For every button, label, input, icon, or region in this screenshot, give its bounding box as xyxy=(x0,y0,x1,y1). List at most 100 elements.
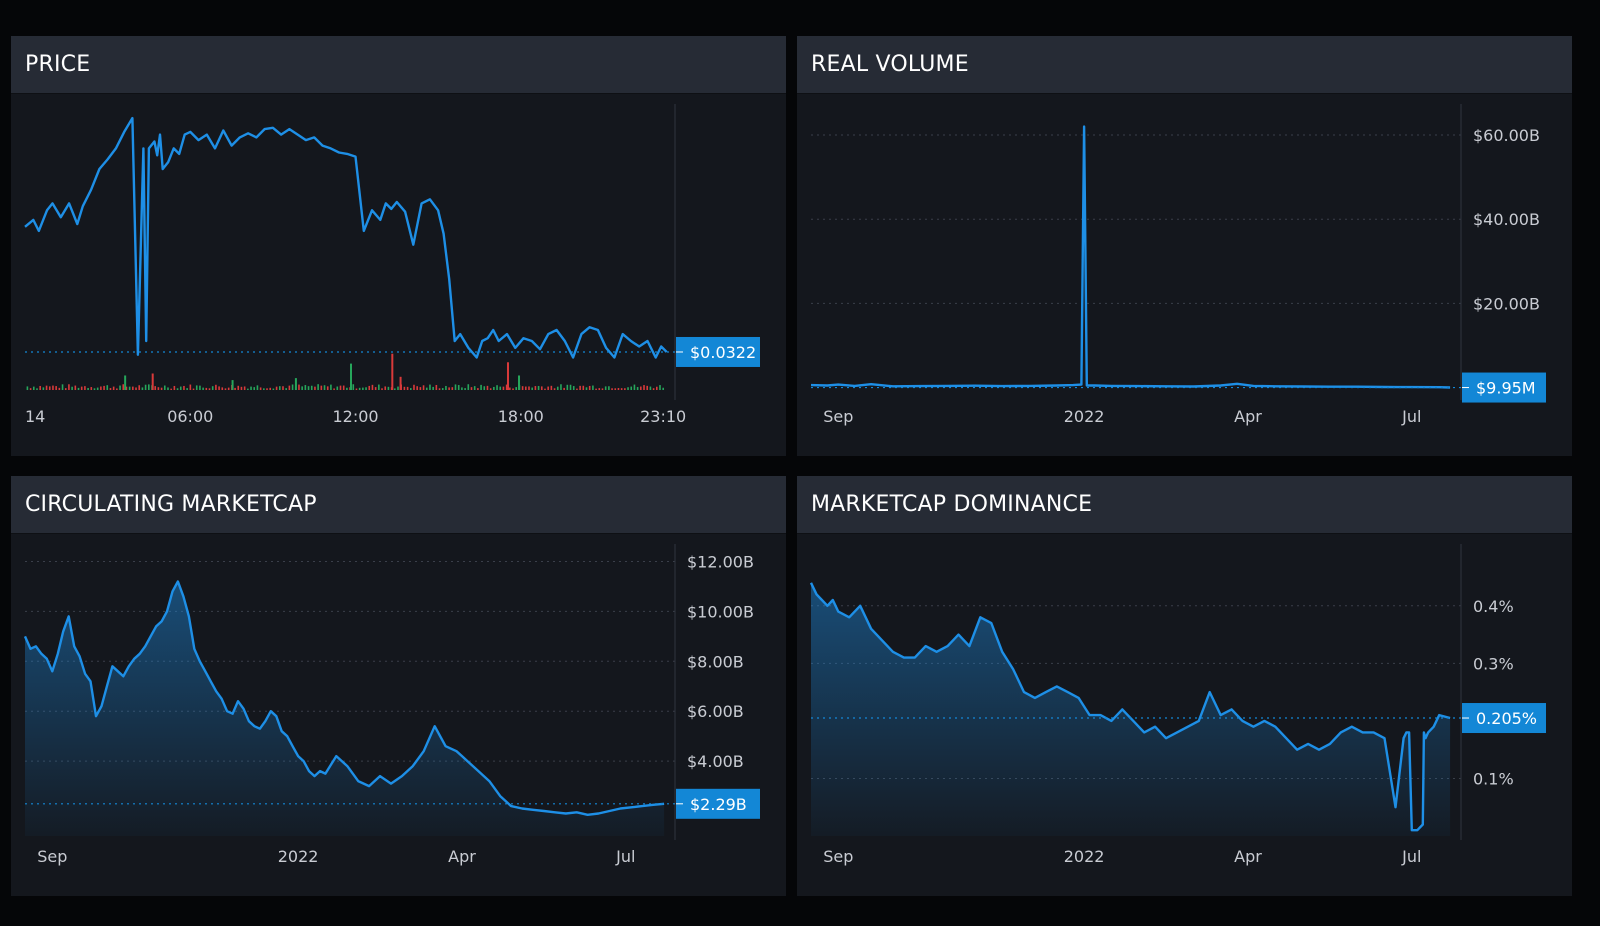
real-volume-panel: REAL VOLUME $60.00B $40.00B $20.00B $9.95M S… xyxy=(797,36,1572,456)
volume-bar xyxy=(119,385,121,390)
volume-bar xyxy=(409,388,412,390)
volume-bar xyxy=(275,386,278,390)
volume-bar xyxy=(333,388,335,390)
volume-bar xyxy=(285,388,287,390)
volume-bar xyxy=(167,387,169,390)
volume-bar xyxy=(55,386,57,390)
volume-bar xyxy=(192,388,195,390)
volume-bar xyxy=(29,388,32,390)
volume-bar xyxy=(534,386,537,390)
volume-bar xyxy=(544,388,546,390)
series-line xyxy=(810,125,1451,389)
volume-bar xyxy=(227,387,230,390)
volume-bar xyxy=(301,386,303,390)
volume-spike xyxy=(151,373,154,390)
volume-bar xyxy=(553,388,556,390)
circulating-marketcap-chart[interactable]: $12.00B $10.00B $8.00B $6.00B $4.00B $2.29B Se… xyxy=(11,534,786,896)
y-tick-label: 0.1% xyxy=(1473,769,1514,788)
volume-bar xyxy=(378,384,380,390)
volume-bar xyxy=(659,385,661,390)
volume-bar xyxy=(84,386,86,390)
x-tick-label: 23:10 xyxy=(640,407,686,426)
volume-bar xyxy=(640,386,642,390)
volume-bar xyxy=(646,385,649,390)
volume-bar xyxy=(186,388,188,390)
volume-bar xyxy=(464,388,466,390)
y-tick-label: $60.00B xyxy=(1473,126,1540,145)
x-tick-label: 12:00 xyxy=(332,407,378,426)
volume-bar xyxy=(32,386,35,390)
volume-bar xyxy=(45,385,48,390)
volume-bar xyxy=(556,386,559,390)
y-tick-label: 0.4% xyxy=(1473,597,1514,616)
volume-bar xyxy=(259,387,262,390)
volume-spike xyxy=(518,375,521,390)
volume-bar xyxy=(496,385,498,390)
volume-bar xyxy=(425,387,428,390)
volume-bar xyxy=(547,386,549,390)
volume-bar xyxy=(176,388,179,390)
circulating-marketcap-panel: CIRCULATING MARKETCAP $12.00B $10.00B $8.0… xyxy=(11,476,786,896)
volume-bar xyxy=(116,388,118,390)
x-tick-label: Apr xyxy=(1234,847,1262,866)
volume-bar xyxy=(250,386,252,390)
volume-bar xyxy=(288,385,291,390)
volume-bar xyxy=(189,384,192,390)
volume-bar xyxy=(26,386,29,390)
volume-bar xyxy=(138,385,141,390)
volume-bar xyxy=(413,384,415,390)
volume-bar xyxy=(429,384,431,390)
y-tick-label: $10.00B xyxy=(687,602,754,621)
volume-bar xyxy=(355,388,358,390)
volume-bar xyxy=(604,386,607,390)
volume-bar xyxy=(157,387,160,390)
volume-bar xyxy=(608,386,610,390)
volume-bar xyxy=(620,388,623,390)
volume-bar xyxy=(611,388,613,390)
volume-bar xyxy=(550,385,553,390)
volume-bar xyxy=(374,387,377,390)
x-tick-label: Jul xyxy=(1401,407,1421,426)
volume-bar xyxy=(237,385,240,390)
volume-bar xyxy=(243,386,246,390)
volume-bar xyxy=(291,384,294,390)
volume-bar xyxy=(183,385,185,390)
volume-bar xyxy=(406,386,409,390)
volume-bar xyxy=(314,386,316,390)
volume-bar xyxy=(598,388,601,390)
volume-bar xyxy=(42,387,45,390)
volume-bar xyxy=(624,388,626,390)
current-value-label: $0.0322 xyxy=(690,343,756,362)
volume-spike xyxy=(399,376,402,390)
volume-bar xyxy=(643,385,645,390)
marketcap-dominance-panel: MARKETCAP DOMINANCE 0.4% 0.3% 0.1% 0.205% Se… xyxy=(797,476,1572,896)
volume-bar xyxy=(342,385,345,390)
volume-bar xyxy=(585,387,588,390)
x-tick-label: Sep xyxy=(823,847,853,866)
volume-bar xyxy=(148,384,150,390)
current-value-badge xyxy=(676,788,760,819)
real-volume-chart[interactable]: $60.00B $40.00B $20.00B $9.95M Sep 2022 Apr Jul xyxy=(797,94,1572,456)
volume-bar xyxy=(80,386,83,390)
x-tick-label: Jul xyxy=(615,847,635,866)
price-chart[interactable]: $0.0322 14 06:00 12:00 18:00 23:10 xyxy=(11,94,786,456)
volume-bar xyxy=(451,387,454,390)
marketcap-dominance-chart[interactable]: 0.4% 0.3% 0.1% 0.205% Sep 2022 Apr Jul xyxy=(797,534,1572,896)
volume-bar xyxy=(371,384,374,390)
volume-bar xyxy=(269,387,272,390)
current-value-label: 0.205% xyxy=(1476,709,1537,728)
volume-bar xyxy=(438,388,441,390)
x-tick-label: 18:00 xyxy=(498,407,544,426)
volume-bar xyxy=(74,385,77,390)
volume-bar xyxy=(323,385,326,390)
y-tick-label: $8.00B xyxy=(687,652,744,671)
volume-bar xyxy=(240,386,243,390)
series-line xyxy=(809,582,1451,832)
x-tick-label: 2022 xyxy=(278,847,319,866)
volume-bar xyxy=(48,386,51,390)
volume-spike xyxy=(350,363,352,390)
volume-bar xyxy=(601,388,604,390)
volume-bar xyxy=(636,387,639,390)
volume-bar xyxy=(630,386,633,390)
volume-bar xyxy=(509,387,511,390)
